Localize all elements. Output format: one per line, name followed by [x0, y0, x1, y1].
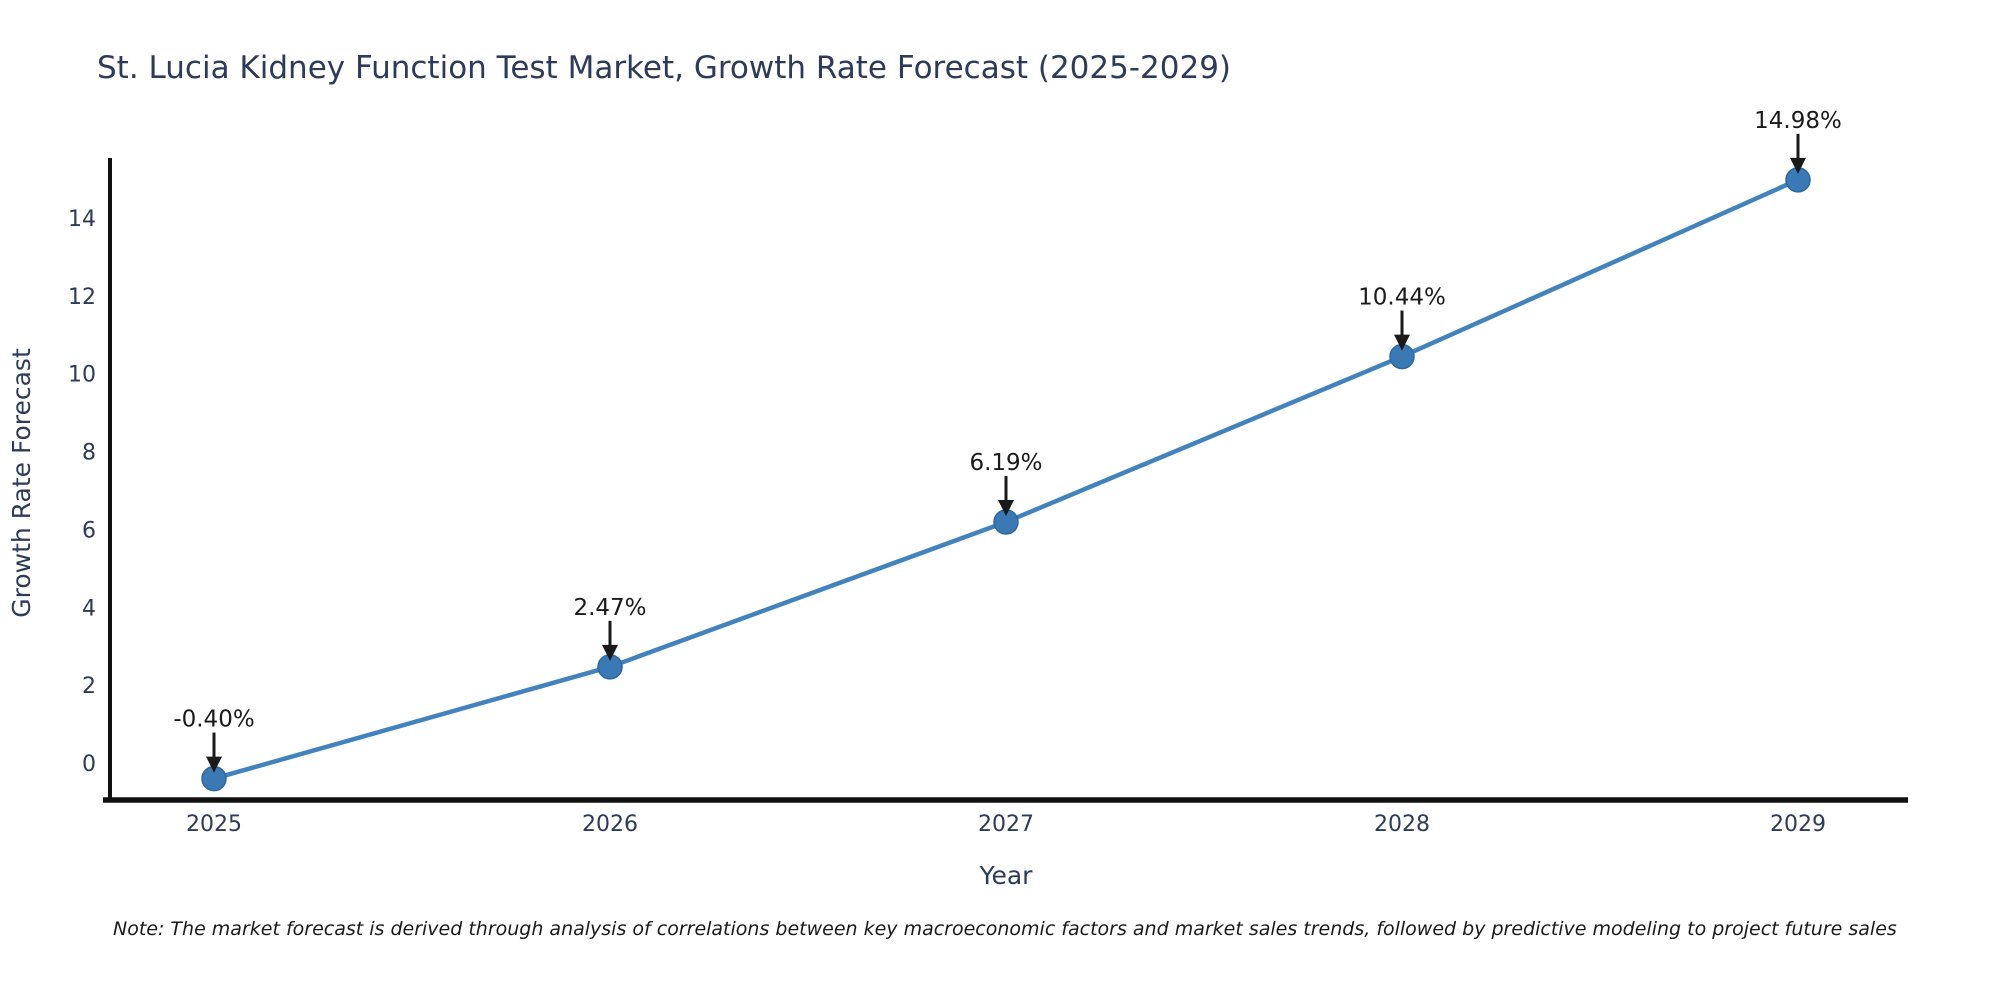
y-tick-label: 8: [82, 441, 96, 466]
y-tick-label: 12: [68, 285, 96, 310]
annotation-arrow-head: [998, 500, 1014, 517]
x-tick-label: 2025: [186, 812, 242, 837]
data-point-label: 2.47%: [573, 595, 646, 621]
y-tick-label: 0: [82, 752, 96, 777]
y-axis-title: Growth Rate Forecast: [7, 348, 36, 618]
annotation-arrow-head: [206, 756, 222, 773]
x-tick-label: 2028: [1374, 812, 1430, 837]
data-point-label: 6.19%: [969, 450, 1042, 476]
data-point-label: 10.44%: [1358, 285, 1446, 311]
data-point-label: -0.40%: [173, 707, 254, 733]
y-tick-label: 10: [68, 363, 96, 388]
y-tick-label: 2: [82, 674, 96, 699]
y-tick-label: 4: [82, 596, 96, 621]
data-point-label: 14.98%: [1754, 108, 1842, 134]
x-tick-label: 2029: [1770, 812, 1826, 837]
x-tick-label: 2026: [582, 812, 638, 837]
footnote: Note: The market forecast is derived thr…: [113, 918, 1897, 940]
annotation-arrow-head: [1790, 157, 1806, 174]
y-tick-label: 14: [68, 207, 96, 232]
y-tick-label: 6: [82, 518, 96, 543]
x-axis-title: Year: [979, 861, 1034, 890]
annotation-arrow-head: [602, 644, 618, 661]
chart-title: St. Lucia Kidney Function Test Market, G…: [97, 50, 1232, 86]
x-tick-label: 2027: [978, 812, 1034, 837]
annotation-arrow-head: [1394, 334, 1410, 351]
